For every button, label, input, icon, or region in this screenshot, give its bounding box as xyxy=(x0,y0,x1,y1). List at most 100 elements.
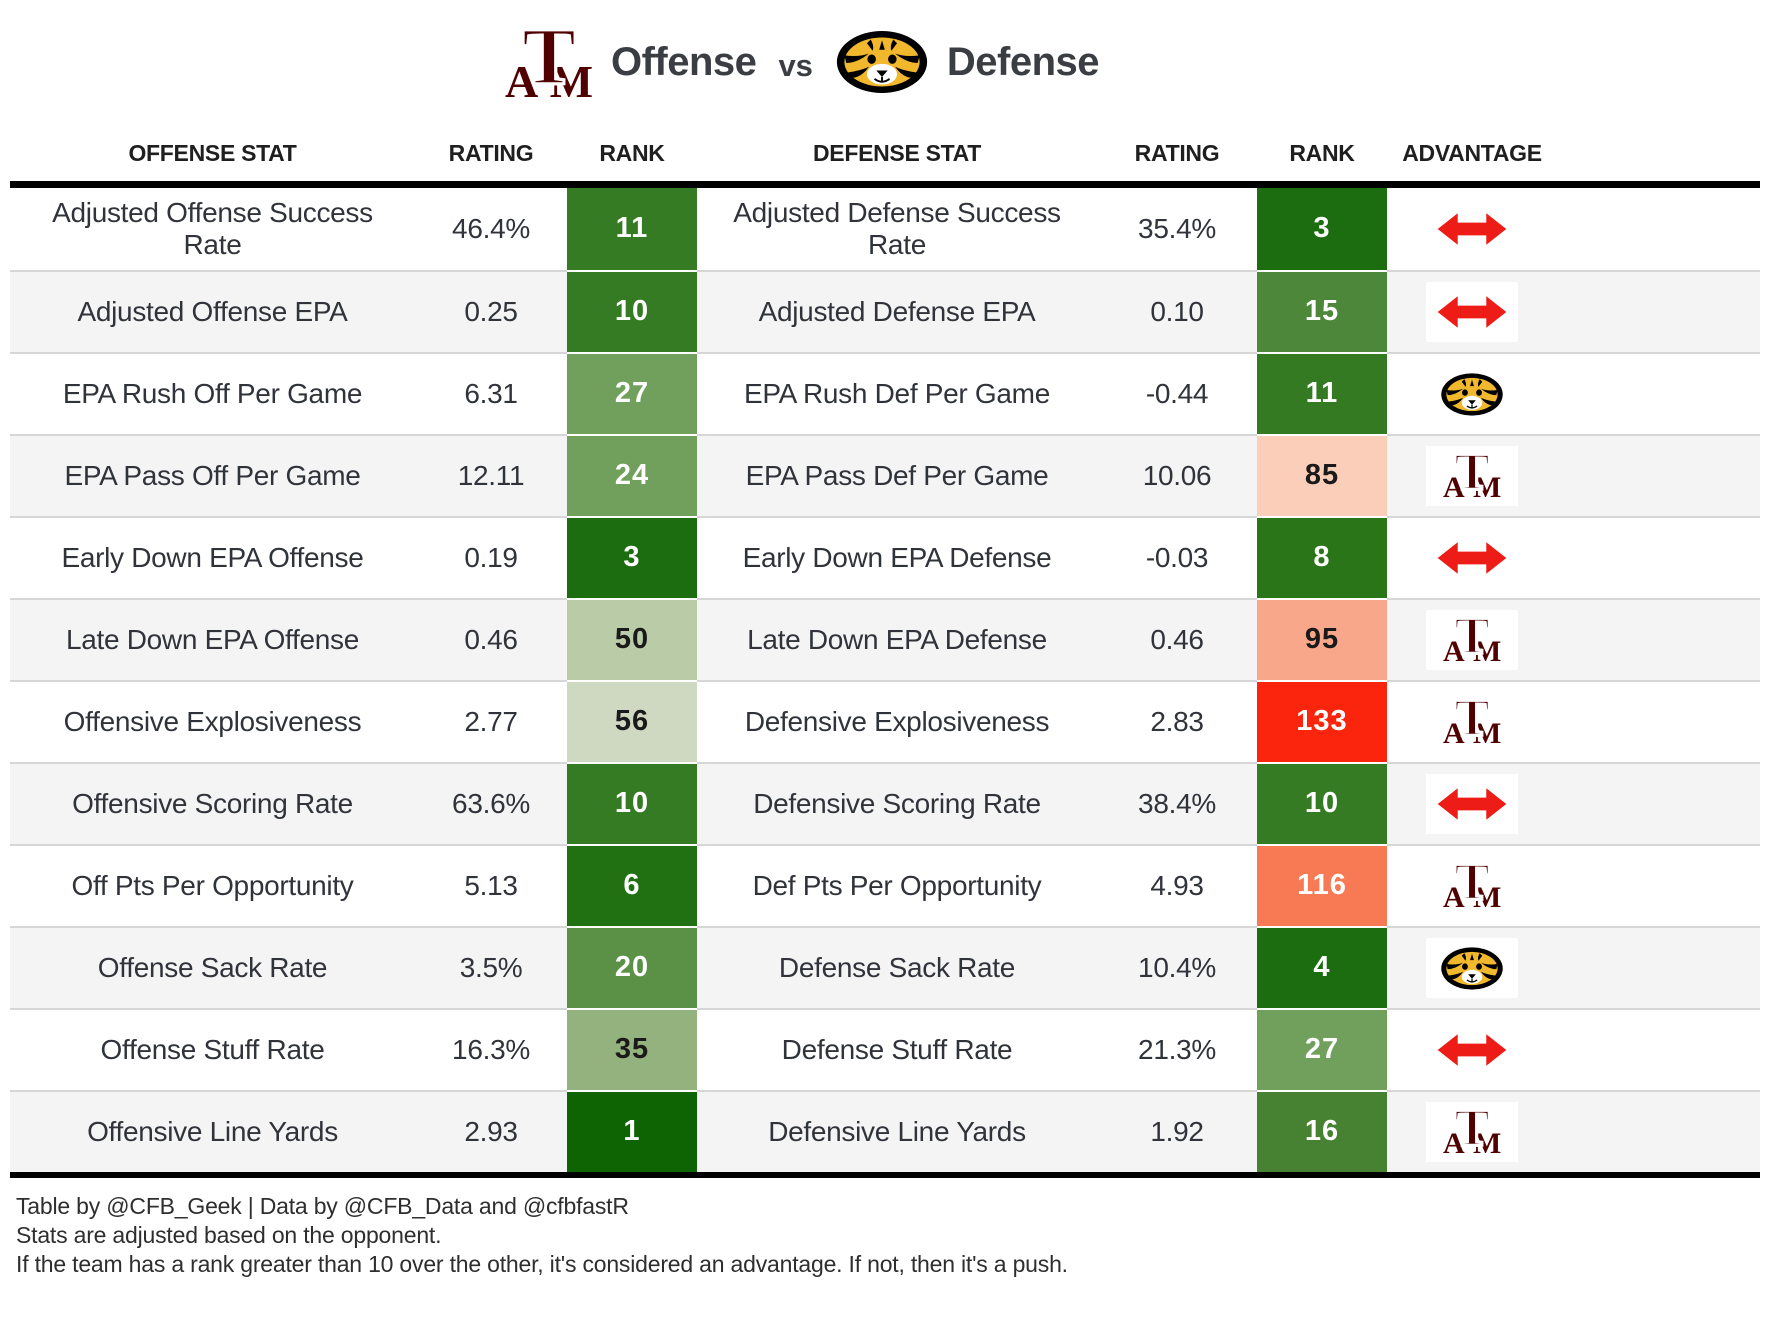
texas-am-logo: A T M xyxy=(1443,854,1501,915)
push-arrow-icon xyxy=(1437,213,1507,245)
defense-rank-cell: 15 xyxy=(1257,270,1387,352)
offense-rating-value: 46.4% xyxy=(452,212,530,244)
defense-rank-cell: 27 xyxy=(1257,1008,1387,1090)
offense-rank-cell: 27 xyxy=(567,352,697,434)
column-headers: OFFENSE STAT RATING RANK DEFENSE STAT RA… xyxy=(10,112,1760,181)
row-spacer xyxy=(1557,762,1760,844)
table-row: Adjusted Offense EPA 0.25 10 Adjusted De… xyxy=(10,270,1760,352)
table-row: Offense Sack Rate 3.5% 20 Defense Sack R… xyxy=(10,926,1760,1008)
defense-stat-name: Defense Stuff Rate xyxy=(697,1008,1097,1090)
advantage-cell: A T M xyxy=(1387,844,1557,926)
table-row: EPA Rush Off Per Game 6.31 27 EPA Rush D… xyxy=(10,352,1760,434)
defense-stat-name: Defense Sack Rate xyxy=(697,926,1097,1008)
texas-am-logo-letter-a: A xyxy=(1443,717,1465,750)
texas-am-logo: A T M xyxy=(1443,608,1501,669)
defense-stat-name: Early Down EPA Defense xyxy=(697,516,1097,598)
defense-rating-value: 10.4% xyxy=(1097,926,1257,1008)
col-header-offense-stat: OFFENSE STAT xyxy=(128,140,297,166)
push-arrow-icon xyxy=(1437,788,1507,820)
table-row: Offensive Line Yards 2.93 1 Defensive Li… xyxy=(10,1090,1760,1172)
texas-am-logo-letter-m: M xyxy=(1472,471,1501,504)
col-header-advantage: ADVANTAGE xyxy=(1402,140,1542,166)
offense-rank-cell: 6 xyxy=(567,844,697,926)
advantage-graphic-box: A T M xyxy=(1426,1020,1518,1080)
advantage-graphic-box: A T M xyxy=(1426,199,1518,259)
texas-am-logo-letter-t: T xyxy=(1454,608,1491,665)
defense-rating-value: 35.4% xyxy=(1138,212,1216,244)
defense-rating-value: -0.44 xyxy=(1097,352,1257,434)
table-row: Late Down EPA Offense 0.46 50 Late Down … xyxy=(10,598,1760,680)
offense-rating-value: 63.6% xyxy=(415,762,567,844)
row-spacer xyxy=(1557,434,1760,516)
texas-am-logo-letter-t: T xyxy=(1454,444,1491,501)
row-spacer xyxy=(1557,1008,1760,1090)
advantage-cell: A T M xyxy=(1387,270,1557,352)
defense-rating-value: 21.3% xyxy=(1097,1008,1257,1090)
row-spacer xyxy=(1557,844,1760,926)
offense-rank-cell: 35 xyxy=(567,1008,697,1090)
defense-rating-value: 0.46 xyxy=(1097,598,1257,680)
defense-rating-value: 4.93 xyxy=(1097,844,1257,926)
advantage-cell: A T M xyxy=(1387,762,1557,844)
texas-am-logo: A T M xyxy=(1443,692,1501,751)
table-row: Off Pts Per Opportunity 5.13 6 Def Pts P… xyxy=(10,844,1760,926)
row-spacer xyxy=(1557,270,1760,352)
missouri-tigers-logo xyxy=(1441,946,1503,990)
offense-rank-cell: 1 xyxy=(567,1090,697,1172)
defense-rank-cell: 10 xyxy=(1257,762,1387,844)
offense-rating-value: 16.3% xyxy=(415,1008,567,1090)
texas-am-logo: A T M xyxy=(1443,1100,1501,1161)
offense-rating-value: 2.93 xyxy=(415,1090,567,1172)
defense-stat-name: Adjusted Defense Success Rate xyxy=(733,196,1061,260)
defense-rank-cell: 133 xyxy=(1257,680,1387,762)
defense-stat-name: Def Pts Per Opportunity xyxy=(697,844,1097,926)
defense-title: Defense xyxy=(946,39,1100,84)
advantage-cell: A T M xyxy=(1387,352,1557,434)
offense-rank-cell: 56 xyxy=(567,680,697,762)
push-arrow-icon xyxy=(1437,542,1507,574)
defense-rank-cell: 85 xyxy=(1257,434,1387,516)
footer-notes: Table by @CFB_Geek | Data by @CFB_Data a… xyxy=(16,1192,1770,1279)
texas-am-logo-letter-t: T xyxy=(1454,854,1491,911)
offense-title: Offense xyxy=(611,39,757,84)
offense-stat-name: Offensive Scoring Rate xyxy=(10,762,415,844)
offense-rating-value: 0.19 xyxy=(415,516,567,598)
advantage-graphic-box: A T M xyxy=(1426,692,1518,752)
defense-rating-value: 1.92 xyxy=(1097,1090,1257,1172)
advantage-graphic-box: A T M xyxy=(1426,774,1518,834)
texas-am-logo-letter-t: T xyxy=(1454,1100,1491,1157)
push-arrow-icon xyxy=(1437,296,1507,328)
missouri-tigers-logo xyxy=(836,30,928,94)
texas-am-logo-letter-m: M xyxy=(1472,635,1501,668)
texas-am-logo-letter-a: A xyxy=(1443,635,1465,668)
offense-stat-name: Early Down EPA Offense xyxy=(10,516,415,598)
offense-stat-name: EPA Rush Off Per Game xyxy=(10,352,415,434)
comparison-table: Adjusted Offense Success Rate 46.4% 11 A… xyxy=(10,181,1760,1178)
title: A T M Offense vs Defense xyxy=(505,12,1770,112)
defense-stat-name: EPA Pass Def Per Game xyxy=(697,434,1097,516)
offense-stat-name: Adjusted Offense Success Rate xyxy=(52,196,373,260)
table-row: Offensive Scoring Rate 63.6% 10 Defensiv… xyxy=(10,762,1760,844)
row-spacer xyxy=(1557,598,1760,680)
offense-rank-cell: 20 xyxy=(567,926,697,1008)
defense-rank-cell: 16 xyxy=(1257,1090,1387,1172)
advantage-graphic-box: A T M xyxy=(1426,364,1518,424)
offense-stat-name: EPA Pass Off Per Game xyxy=(10,434,415,516)
advantage-graphic-box: A T M xyxy=(1426,938,1518,998)
offense-stat-name: Adjusted Offense EPA xyxy=(10,270,415,352)
offense-rating-value: 12.11 xyxy=(415,434,567,516)
offense-stat-name: Offensive Explosiveness xyxy=(10,680,415,762)
offense-rank-cell: 24 xyxy=(567,434,697,516)
offense-rating-value: 0.25 xyxy=(415,270,567,352)
offense-stat-name: Offensive Line Yards xyxy=(10,1090,415,1172)
vs-label: vs xyxy=(778,48,813,83)
advantage-graphic-box: A T M xyxy=(1426,446,1518,506)
col-header-defense-stat: DEFENSE STAT xyxy=(812,140,982,166)
texas-am-logo-letter-a: A xyxy=(1443,471,1465,504)
defense-rank-cell: 4 xyxy=(1257,926,1387,1008)
table-row: EPA Pass Off Per Game 12.11 24 EPA Pass … xyxy=(10,434,1760,516)
texas-am-logo-letter-a: A xyxy=(1443,881,1465,914)
advantage-cell: A T M xyxy=(1387,434,1557,516)
defense-stat-name: Defensive Explosiveness xyxy=(697,680,1097,762)
defense-rating-value: 0.10 xyxy=(1097,270,1257,352)
